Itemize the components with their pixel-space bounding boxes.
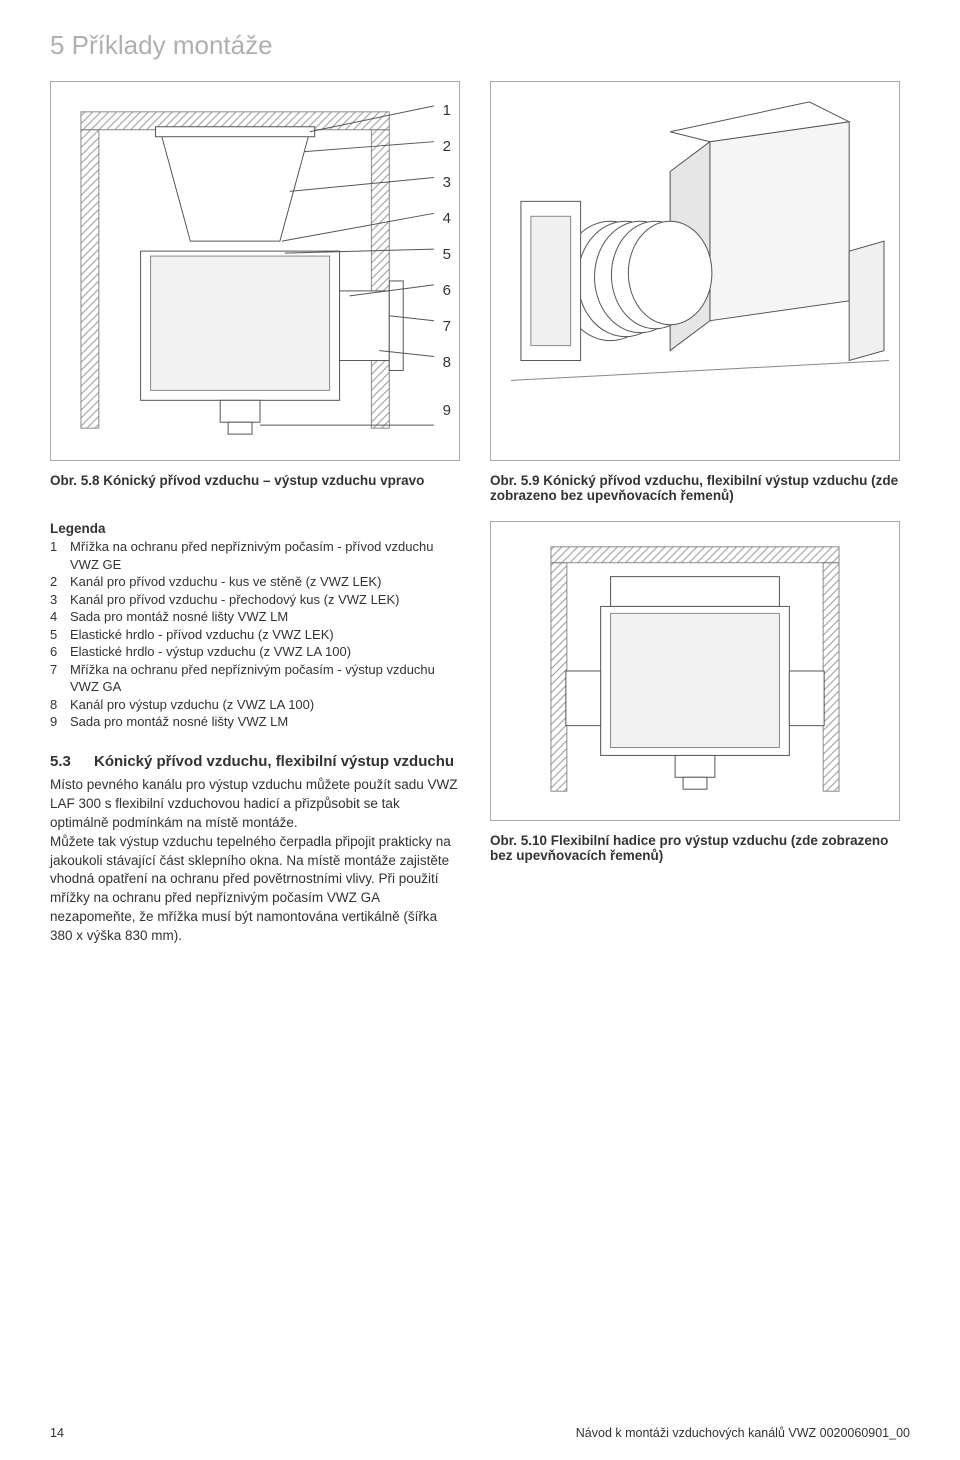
legend-item: 1Mřížka na ochranu před nepříznivým poča… (50, 538, 460, 573)
footer-docid: Návod k montáži vzduchových kanálů VWZ 0… (576, 1426, 910, 1440)
legend-item: 3 Kanál pro přívod vzduchu - přechodový k… (50, 591, 460, 609)
legend-num: 2 (50, 573, 62, 591)
legend-item: 9 Sada pro montáž nosné lišty VWZ LM (50, 713, 460, 731)
legend-num: 4 (50, 608, 62, 626)
legend-text: Sada pro montáž nosné lišty VWZ LM (70, 608, 460, 626)
callout-5: 5 (443, 236, 451, 272)
callout-9: 9 (443, 380, 451, 440)
legend-num: 1 (50, 538, 62, 573)
footer-page-number: 14 (50, 1426, 64, 1440)
legend-text: Mřížka na ochranu před nepříznivým počas… (70, 661, 460, 696)
legend-item: 2 Kanál pro přívod vzduchu - kus ve stěně… (50, 573, 460, 591)
section-5-3-body: Místo pevného kanálu pro výstup vzduchu … (50, 776, 460, 946)
captions-row-1: Obr. 5.8 Kónický přívod vzduchu – výstup… (50, 473, 910, 503)
section-5-3-heading: 5.3 Kónický přívod vzduchu, flexibilní v… (50, 753, 460, 770)
legend-text: Kanál pro výstup vzduchu (z VWZ LA 100) (70, 696, 460, 714)
legend-num: 8 (50, 696, 62, 714)
section-title: Kónický přívod vzduchu, flexibilní výstu… (94, 753, 460, 770)
figure-5-8-svg (51, 82, 459, 460)
legend-item: 8 Kanál pro výstup vzduchu (z VWZ LA 100) (50, 696, 460, 714)
figure-5-9 (490, 81, 900, 461)
legend-num: 3 (50, 591, 62, 609)
figure-5-8: 1 2 3 4 5 6 7 8 9 (50, 81, 460, 461)
figures-row: 1 2 3 4 5 6 7 8 9 (50, 81, 910, 461)
legend-item: 4 Sada pro montáž nosné lišty VWZ LM (50, 608, 460, 626)
legend-text: Elastické hrdlo - přívod vzduchu (z VWZ … (70, 626, 460, 644)
legend-text: Sada pro montáž nosné lišty VWZ LM (70, 713, 460, 731)
page-footer: 14 Návod k montáži vzduchových kanálů VW… (50, 1426, 910, 1440)
two-column-body: Legenda 1Mřížka na ochranu před nepřízni… (50, 521, 910, 946)
figure-5-9-caption: Obr. 5.9 Kónický přívod vzduchu, flexibi… (490, 473, 900, 503)
legend-num: 9 (50, 713, 62, 731)
figure-5-10-svg (491, 522, 899, 820)
callout-7: 7 (443, 308, 451, 344)
callout-4: 4 (443, 200, 451, 236)
callout-6: 6 (443, 272, 451, 308)
figure-5-10-caption: Obr. 5.10 Flexibilní hadice pro výstup v… (490, 833, 900, 863)
legend-text: Mřížka na ochranu před nepříznivým počas… (70, 538, 460, 573)
figure-5-9-svg (491, 82, 899, 460)
section-number: 5.3 (50, 753, 78, 770)
page-title: 5 Příklady montáže (50, 30, 910, 61)
callout-8: 8 (443, 344, 451, 380)
legend-title: Legenda (50, 521, 460, 536)
legend-num: 5 (50, 626, 62, 644)
figure-5-8-caption: Obr. 5.8 Kónický přívod vzduchu – výstup… (50, 473, 460, 503)
column-left: Legenda 1Mřížka na ochranu před nepřízni… (50, 521, 460, 946)
legend-list: 1Mřížka na ochranu před nepříznivým poča… (50, 538, 460, 731)
legend-num: 6 (50, 643, 62, 661)
figure-5-8-callouts: 1 2 3 4 5 6 7 8 9 (443, 92, 451, 440)
legend-num: 7 (50, 661, 62, 696)
callout-1: 1 (443, 92, 451, 128)
legend-item: 5 Elastické hrdlo - přívod vzduchu (z VWZ… (50, 626, 460, 644)
legend-text: Kanál pro přívod vzduchu - přechodový ku… (70, 591, 460, 609)
callout-2: 2 (443, 128, 451, 164)
legend-item: 7Mřížka na ochranu před nepříznivým poča… (50, 661, 460, 696)
legend-item: 6 Elastické hrdlo - výstup vzduchu (z VWZ… (50, 643, 460, 661)
legend-text: Elastické hrdlo - výstup vzduchu (z VWZ … (70, 643, 460, 661)
figure-5-10 (490, 521, 900, 821)
legend-text: Kanál pro přívod vzduchu - kus ve stěně … (70, 573, 460, 591)
column-right: Obr. 5.10 Flexibilní hadice pro výstup v… (490, 521, 900, 946)
callout-3: 3 (443, 164, 451, 200)
